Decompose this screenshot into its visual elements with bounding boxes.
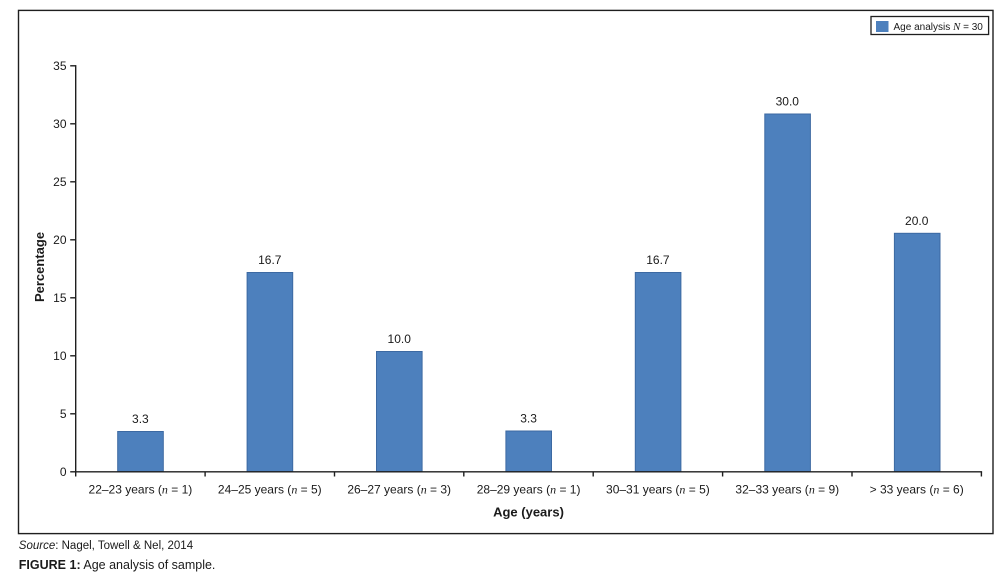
svg-text:Age analysis N = 30: Age analysis N = 30	[894, 21, 984, 33]
svg-text:35: 35	[53, 59, 67, 73]
svg-text:0: 0	[60, 465, 67, 479]
svg-text:5: 5	[60, 407, 67, 421]
svg-text:24–25 years (n = 5): 24–25 years (n = 5)	[218, 483, 322, 497]
svg-text:20: 20	[53, 233, 67, 247]
svg-text:30–31 years (n = 5): 30–31 years (n = 5)	[606, 483, 710, 497]
svg-text:25: 25	[53, 175, 67, 189]
svg-text:Source: Nagel, Towell & Nel, 2: Source: Nagel, Towell & Nel, 2014	[19, 540, 194, 552]
svg-text:> 33 years (n = 6): > 33 years (n = 6)	[870, 483, 964, 497]
svg-text:22–23 years (n = 1): 22–23 years (n = 1)	[89, 483, 193, 497]
svg-text:10: 10	[53, 349, 67, 363]
svg-text:32–33 years (n = 9): 32–33 years (n = 9)	[735, 483, 839, 497]
svg-text:30: 30	[53, 117, 67, 131]
svg-text:28–29 years (n = 1): 28–29 years (n = 1)	[477, 483, 581, 497]
svg-text:16.7: 16.7	[258, 253, 282, 267]
svg-text:Percentage: Percentage	[32, 232, 47, 302]
svg-text:Age (years): Age (years)	[493, 504, 564, 519]
svg-text:3.3: 3.3	[520, 412, 537, 426]
svg-text:FIGURE 1: Age analysis of samp: FIGURE 1: Age analysis of sample.	[19, 558, 216, 572]
svg-text:15: 15	[53, 291, 67, 305]
svg-text:26–27 years (n = 3): 26–27 years (n = 3)	[347, 483, 451, 497]
svg-text:3.3: 3.3	[132, 412, 149, 426]
svg-text:16.7: 16.7	[646, 253, 670, 267]
svg-text:30.0: 30.0	[776, 95, 800, 109]
svg-text:20.0: 20.0	[905, 214, 929, 228]
svg-text:10.0: 10.0	[388, 332, 412, 346]
